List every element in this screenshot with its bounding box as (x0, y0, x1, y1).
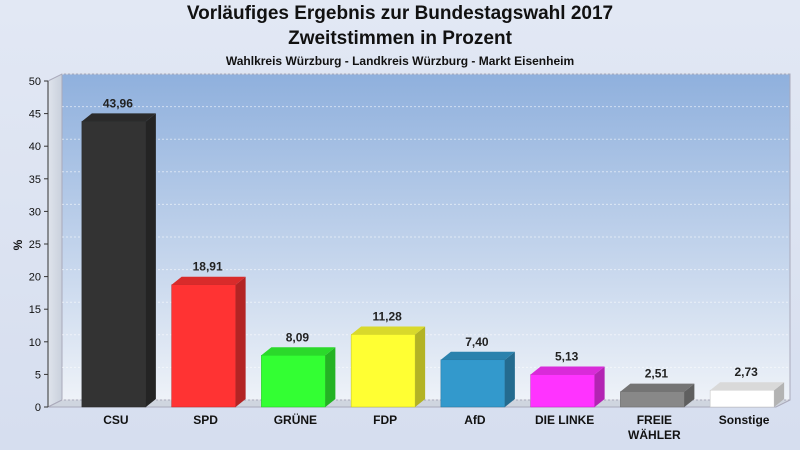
bar-top (261, 347, 336, 356)
y-tick-label: 5 (35, 369, 41, 381)
bar-top (81, 113, 156, 122)
bar-top (351, 326, 426, 335)
y-tick-label: 30 (29, 206, 41, 218)
y-tick-label: 50 (29, 76, 41, 88)
y-axis-label: % (11, 239, 25, 250)
data-label: 11,28 (372, 309, 402, 323)
y-tick-label: 45 (29, 109, 41, 121)
left-wall (47, 73, 63, 408)
x-tick-label: DIE LINKE (535, 413, 594, 427)
y-tick-label: 10 (29, 337, 41, 349)
data-label: 18,91 (193, 260, 223, 274)
bar-top (440, 351, 515, 360)
bar-side (594, 366, 605, 407)
chart-subtitle: Zweitstimmen in Prozent (288, 28, 512, 49)
bar (709, 389, 775, 408)
bar (81, 121, 147, 408)
y-tick-label: 25 (29, 239, 41, 251)
bar-side (774, 382, 785, 407)
data-label: 2,51 (645, 367, 669, 381)
x-tick-label: FDP (373, 413, 397, 427)
y-tick-label: 0 (35, 402, 41, 414)
data-label: 7,40 (465, 335, 489, 349)
x-tick-label: AfD (464, 413, 486, 427)
data-label: 8,09 (286, 330, 310, 344)
bar-top (620, 383, 695, 392)
bar-side (415, 326, 426, 407)
bar (620, 391, 685, 408)
chart-title: Vorläufiges Ergebnis zur Bundestagswahl … (186, 3, 614, 24)
y-tick-label: 40 (29, 141, 41, 153)
bar-side (504, 351, 515, 407)
bar (350, 334, 416, 408)
bar-side (145, 113, 156, 407)
x-tick-label: WÄHLER (628, 427, 681, 442)
bar-top (530, 366, 605, 375)
bar-side (684, 383, 695, 407)
data-label: 2,73 (734, 365, 758, 379)
y-tick-label: 15 (29, 304, 41, 316)
y-tick-label: 35 (29, 174, 41, 186)
bar-top (171, 276, 246, 285)
bar (261, 355, 326, 408)
x-tick-label: Sonstige (719, 413, 770, 427)
x-tick-label: SPD (193, 413, 218, 427)
bar-side (235, 276, 246, 407)
data-label: 5,13 (555, 350, 579, 364)
x-tick-label: FREIE (637, 413, 672, 427)
bar-side (325, 347, 336, 407)
bar (171, 284, 236, 408)
bar (530, 374, 595, 408)
bar-top (710, 382, 785, 391)
data-label: 43,96 (103, 96, 133, 110)
x-tick-label: CSU (103, 413, 128, 427)
x-tick-label: GRÜNE (274, 412, 317, 427)
bar (440, 359, 506, 408)
y-tick-label: 20 (29, 272, 41, 284)
chart-district-subtitle: Wahlkreis Würzburg - Landkreis Würzburg … (225, 54, 575, 68)
